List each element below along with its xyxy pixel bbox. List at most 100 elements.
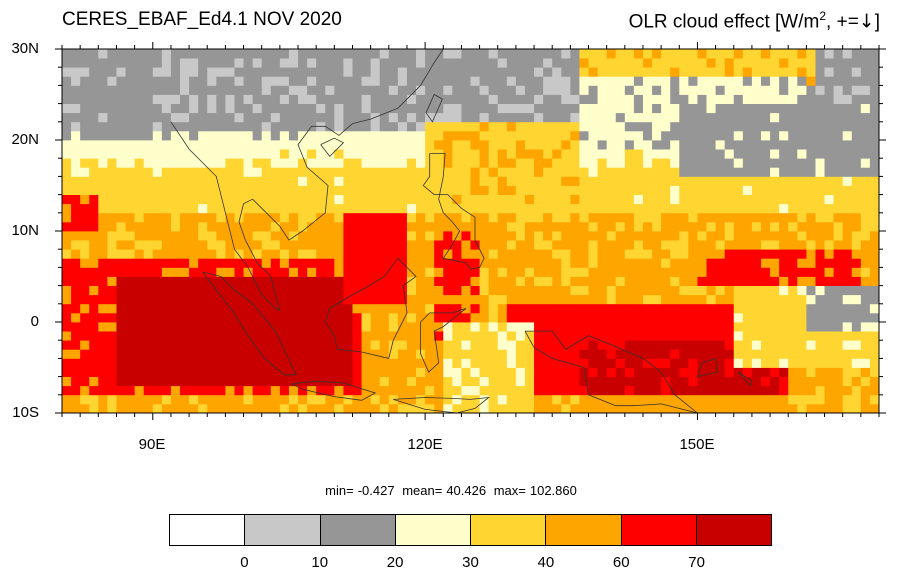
map-cell [579,349,589,359]
map-cell [143,185,154,195]
map-cell [770,221,780,232]
map-cell [479,103,490,114]
map-cell [860,303,871,314]
map-cell [579,385,589,396]
map-cell [515,203,526,214]
map-cell [470,149,480,159]
map-cell [579,403,589,414]
map-cell [361,140,372,150]
map-cell [225,185,235,195]
map-cell [252,176,263,186]
map-cell [434,294,444,305]
map-cell [170,267,181,277]
map-cell [842,94,853,104]
map-cell [597,403,608,414]
map-cell [715,285,726,296]
map-cell [488,58,499,68]
map-cell [770,394,780,405]
map-cell [443,376,453,387]
map-cell [288,140,299,150]
map-cell [760,240,771,250]
map-cell [552,385,562,396]
map-cell [98,67,108,77]
map-cell [488,231,499,241]
map-cell [397,76,408,86]
map-cell [606,394,617,405]
map-cell [670,258,680,268]
map-cell [797,376,807,387]
map-cell [198,394,208,405]
map-cell [570,340,580,350]
map-cell [270,85,281,95]
map-cell [833,258,844,268]
map-cell [107,403,117,414]
map-cell [461,85,471,95]
map-cell [588,249,598,259]
map-cell [298,76,308,86]
lon-label-120e: 120E [407,436,443,453]
map-cell [833,203,844,214]
map-cell [416,158,426,168]
map-cell [833,294,844,305]
map-cell [788,403,798,414]
map-cell [152,267,163,277]
map-cell [170,221,181,232]
map-cell [524,322,535,332]
map-cell [406,403,417,414]
map-cell [325,203,335,214]
map-cell [679,294,689,305]
map-cell [107,103,117,114]
map-cell [661,49,671,59]
map-cell [343,231,353,241]
map-cell [797,331,807,341]
map-cell [198,258,208,268]
map-cell [71,167,81,177]
map-cell [733,185,744,195]
map-field [62,49,880,414]
map-cell [724,94,735,104]
map-cell [216,67,226,77]
map-cell [125,203,136,214]
map-cell [543,367,553,377]
map-cell [388,285,399,296]
map-cell [733,94,744,104]
map-cell [851,358,862,368]
map-cell [189,176,199,186]
map-cell [579,158,589,168]
map-cell [416,285,426,296]
map-cell [270,240,281,250]
map-cell [370,221,381,232]
map-cell [615,258,626,268]
colorbar-label: 40 [537,554,555,571]
map-cell [497,276,508,286]
map-cell [325,49,335,59]
map-cell [234,203,244,214]
map-cell [370,258,381,268]
map-cell [506,258,517,268]
map-cell [261,340,272,350]
map-cell [561,403,571,414]
map-cell [770,58,780,68]
map-cell [706,303,716,314]
map-cell [180,312,190,323]
map-cell [860,167,871,177]
map-cell [543,276,553,286]
map-cell [715,394,726,405]
map-cell [397,130,408,141]
map-cell [452,349,462,359]
map-cell [588,76,598,86]
map-cell [488,376,499,387]
map-cell [706,331,716,341]
map-cell [152,349,163,359]
map-cell [116,112,126,123]
map-cell [234,231,244,241]
map-cell [779,194,789,205]
map-cell [434,231,444,241]
map-cell [198,76,208,86]
map-cell [470,294,480,305]
map-cell [770,340,780,350]
map-cell [134,94,145,104]
map-cell [288,312,299,323]
map-cell [624,394,635,405]
map-cell [125,221,136,232]
